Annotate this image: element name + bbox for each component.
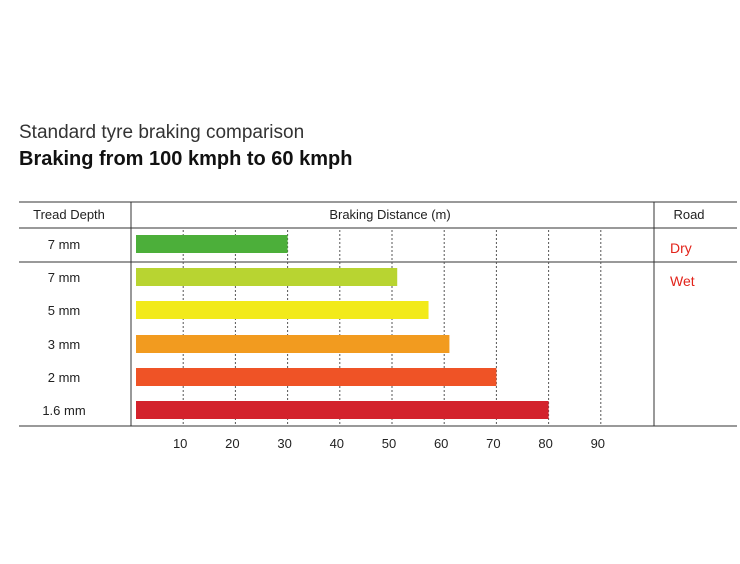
bar-3 [136,335,450,353]
category-label-5: 1.6 mm [42,403,85,418]
header-tread-depth: Tread Depth [33,207,105,222]
x-tick-60: 60 [434,436,448,451]
category-label-1: 7 mm [48,270,81,285]
x-tick-30: 30 [277,436,291,451]
chart-subtitle: Braking from 100 kmph to 60 kmph [19,148,353,170]
bar-1 [136,268,398,286]
category-label-0: 7 mm [48,237,81,252]
bar-4 [136,368,497,386]
header-road: Road [673,207,704,222]
x-tick-70: 70 [486,436,500,451]
category-label-4: 2 mm [48,370,81,385]
road-label-wet: Wet [670,273,695,289]
x-tick-50: 50 [382,436,396,451]
x-tick-80: 80 [538,436,552,451]
category-label-3: 3 mm [48,337,81,352]
chart-title: Standard tyre braking comparison [19,122,305,143]
bar-5 [136,401,549,419]
bar-0 [136,235,288,253]
category-label-2: 5 mm [48,303,81,318]
x-tick-20: 20 [225,436,239,451]
x-tick-40: 40 [330,436,344,451]
x-tick-90: 90 [591,436,605,451]
bar-2 [136,301,429,319]
header-braking-distance: Braking Distance (m) [329,207,450,222]
road-label-dry: Dry [670,240,692,256]
x-tick-10: 10 [173,436,187,451]
